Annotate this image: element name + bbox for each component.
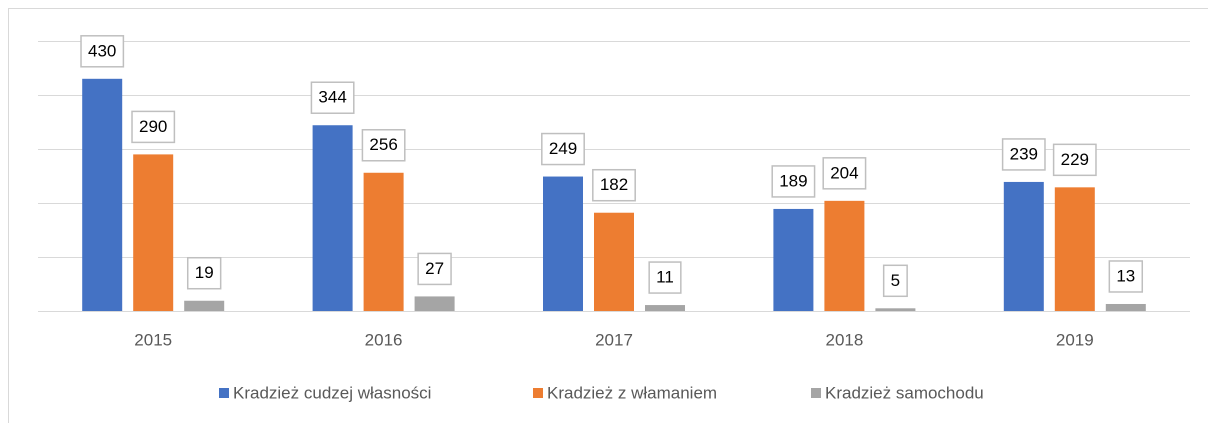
data-label-box (1108, 260, 1144, 293)
x-tick-label: 2019 (1056, 330, 1094, 349)
bar (414, 296, 455, 311)
x-tick-label: 2016 (365, 330, 403, 349)
legend-swatch (533, 388, 543, 398)
bar (594, 212, 634, 311)
data-label-box (186, 256, 222, 290)
bar (543, 176, 583, 311)
data-label-box (771, 165, 816, 198)
bar (773, 208, 814, 311)
bar (1054, 187, 1095, 311)
data-label-box (648, 261, 682, 294)
data-label-box (1052, 143, 1097, 177)
data-label-box (80, 35, 125, 68)
data-label-box (822, 157, 867, 190)
data-label-box (882, 264, 908, 298)
legend-label: Kradzież cudzej własności (233, 383, 431, 402)
data-label: 5 (891, 271, 900, 290)
data-label-box (1001, 138, 1046, 171)
data-label: 344 (318, 88, 346, 107)
data-label: 430 (88, 41, 116, 60)
data-label: 182 (600, 175, 628, 194)
chart-frame (8, 8, 1208, 423)
bar (1003, 181, 1044, 311)
data-label-box (592, 168, 636, 202)
x-tick-label: 2018 (825, 330, 863, 349)
legend-label: Kradzież samochodu (825, 383, 984, 402)
legend-swatch (811, 388, 821, 398)
data-label: 19 (195, 263, 214, 282)
bar (184, 300, 225, 311)
bar (312, 125, 353, 312)
data-label: 256 (369, 135, 397, 154)
bar (1105, 303, 1146, 311)
bar (875, 308, 916, 311)
data-label-box (361, 129, 406, 162)
data-label: 290 (139, 117, 167, 136)
x-tick-label: 2015 (134, 330, 172, 349)
data-label: 249 (549, 139, 577, 158)
legend-label: Kradzież z włamaniem (547, 383, 717, 402)
bar (363, 172, 404, 311)
bar (645, 305, 685, 311)
data-label: 204 (830, 163, 858, 182)
data-label-box (310, 81, 355, 114)
data-label: 13 (1116, 266, 1135, 285)
data-label: 27 (425, 259, 444, 278)
legend-swatch (219, 388, 229, 398)
data-label-box (541, 132, 585, 166)
bar (82, 78, 123, 311)
data-label: 189 (779, 171, 807, 190)
bar (824, 200, 865, 311)
bar (133, 154, 174, 311)
data-label: 11 (656, 268, 674, 287)
data-label-box (131, 110, 176, 144)
data-label: 239 (1010, 144, 1038, 163)
x-tick-label: 2017 (595, 330, 633, 349)
data-label: 229 (1061, 150, 1089, 169)
data-label-box (417, 252, 452, 286)
